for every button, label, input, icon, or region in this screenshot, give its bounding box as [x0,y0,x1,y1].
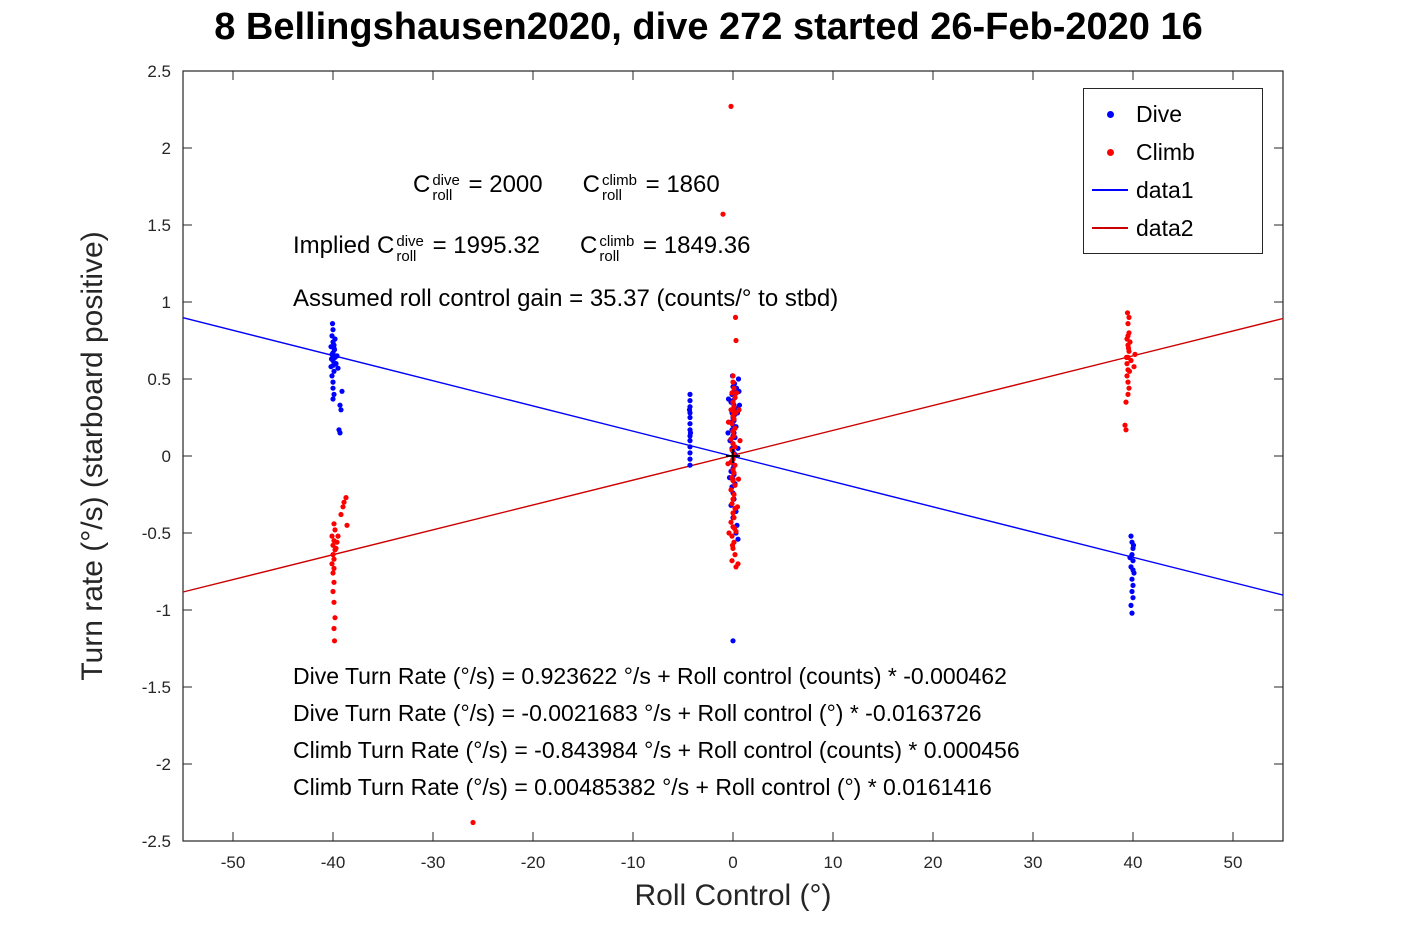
legend-label-data1: data1 [1136,176,1194,203]
x-tick-label: 10 [824,853,843,872]
x-axis-label: Roll Control (°) [634,879,831,912]
dive-dot-icon [1106,110,1114,118]
y-tick-label: 2 [162,139,171,158]
equation-dive-counts: Dive Turn Rate (°/s) = 0.923622 °/s + Ro… [293,663,1007,689]
legend-label-data2: data2 [1136,214,1194,241]
legend-label-climb: Climb [1136,138,1195,165]
y-tick-label: -2 [156,755,171,774]
legend-item-data1: data1 [1084,171,1262,209]
equation-climb-degrees: Climb Turn Rate (°/s) = 0.00485382 °/s +… [293,774,992,800]
legend-label-dive: Dive [1136,100,1183,127]
origin-plus-marker [726,449,740,463]
x-tick-label: 30 [1024,853,1043,872]
climb-dot-icon [1106,148,1114,156]
legend-item-climb: Climb [1084,133,1262,171]
annotation-roll-gain: Assumed roll control gain = 35.37 (count… [293,285,839,312]
x-tick-label: 50 [1224,853,1243,872]
x-tick-label: -30 [421,853,446,872]
legend-item-dive: Dive [1084,95,1262,133]
equation-climb-counts: Climb Turn Rate (°/s) = -0.843984 °/s + … [293,737,1020,763]
legend-item-data2: data2 [1084,209,1262,247]
y-tick-label: -1 [156,601,171,620]
x-tick-label: 0 [728,853,737,872]
x-tick-label: -40 [321,853,346,872]
data2-line-icon [1092,227,1128,229]
y-tick-label: 1 [162,293,171,312]
y-axis-label: Turn rate (°/s) (starboard positive) [76,231,109,680]
x-tick-label: 40 [1124,853,1143,872]
y-tick-label: -2.5 [142,832,171,851]
x-tick-label: -10 [621,853,646,872]
y-tick-label: 2.5 [147,62,171,81]
legend: Dive Climb data1 data2 [1083,88,1263,254]
y-tick-label: -1.5 [142,678,171,697]
y-tick-label: 1.5 [147,216,171,235]
x-tick-label: -20 [521,853,546,872]
equation-dive-degrees: Dive Turn Rate (°/s) = -0.0021683 °/s + … [293,700,982,726]
scatter-climb [329,103,1138,826]
y-tick-label: 0 [162,447,171,466]
x-tick-label: 20 [924,853,943,872]
fit-equations-block: Dive Turn Rate (°/s) = 0.923622 °/s + Ro… [293,658,1283,806]
y-tick-label: 0.5 [147,370,171,389]
data1-line-icon [1092,189,1128,191]
x-tick-label: -50 [221,853,246,872]
figure-title: 8 Bellingshausen2020, dive 272 started 2… [214,6,1203,48]
y-tick-label: -0.5 [142,524,171,543]
